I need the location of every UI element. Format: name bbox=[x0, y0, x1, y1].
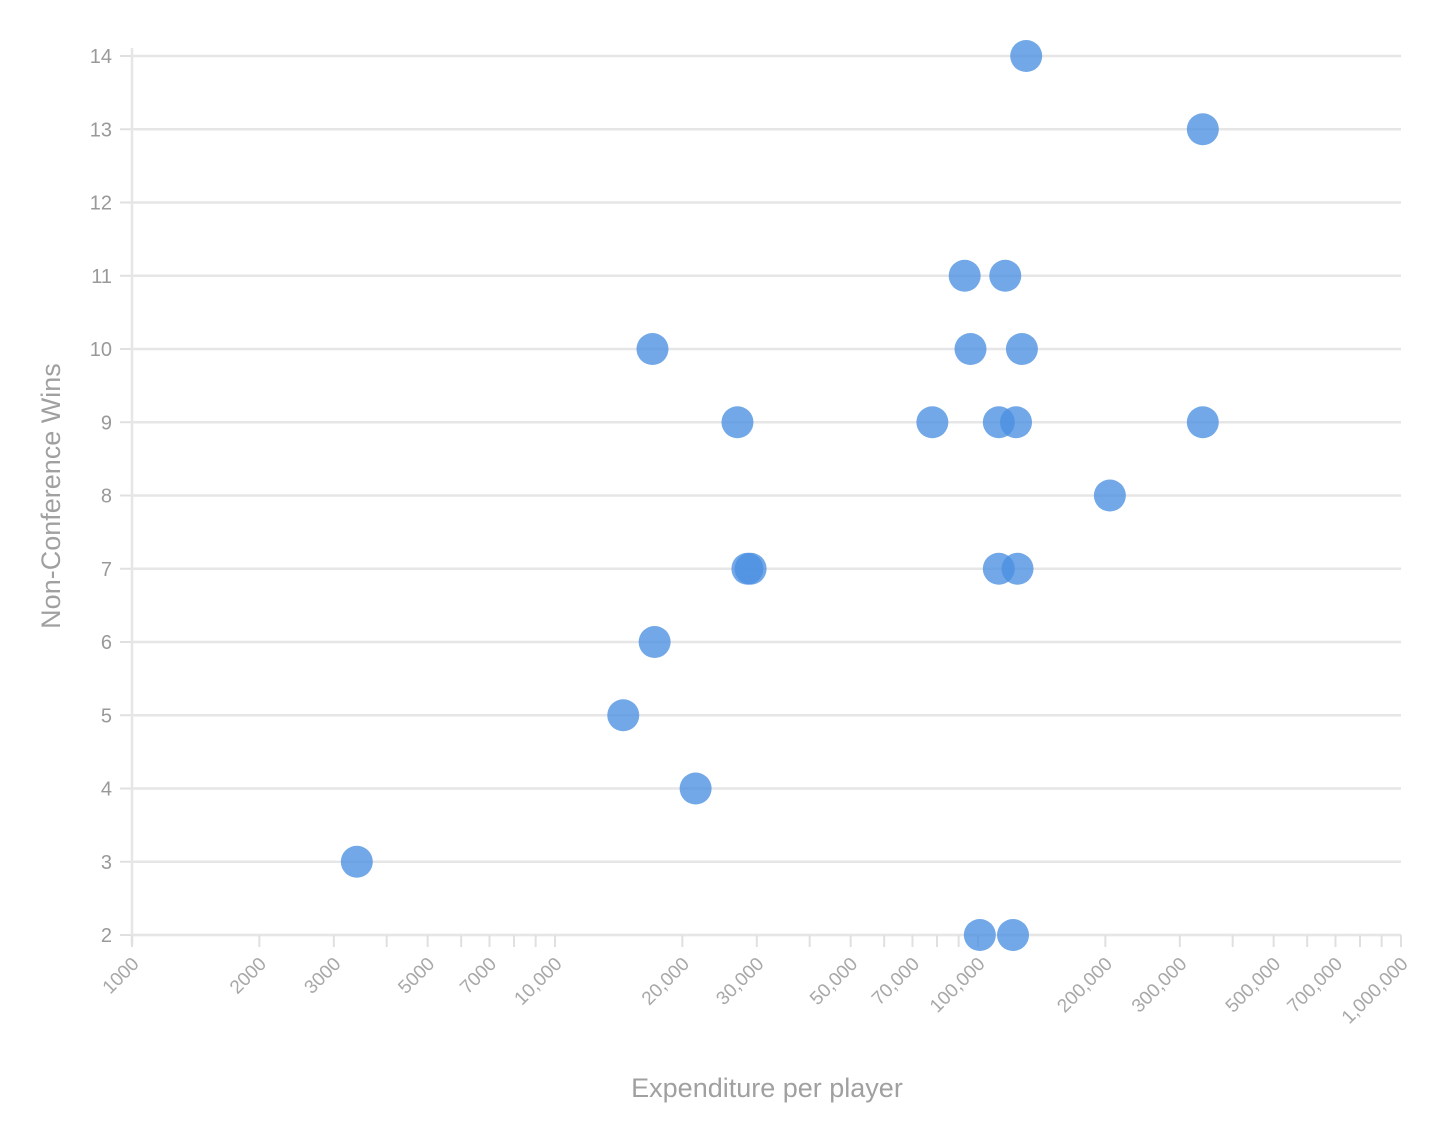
y-tick-label: 5 bbox=[101, 705, 112, 727]
scatter-point[interactable] bbox=[989, 259, 1022, 292]
x-tick-label: 3000 bbox=[301, 954, 346, 999]
scatter-point[interactable] bbox=[948, 259, 981, 292]
y-tick-label: 6 bbox=[101, 632, 112, 654]
y-tick-label: 13 bbox=[90, 119, 112, 141]
x-tick-label: 700,000 bbox=[1284, 954, 1347, 1017]
y-tick-label: 2 bbox=[101, 925, 112, 947]
y-tick-label: 11 bbox=[91, 266, 112, 288]
x-tick-label: 500,000 bbox=[1222, 954, 1285, 1017]
scatter-point[interactable] bbox=[1186, 406, 1219, 439]
scatter-point[interactable] bbox=[734, 552, 767, 585]
scatter-point[interactable] bbox=[1093, 479, 1126, 512]
scatter-point[interactable] bbox=[340, 845, 373, 878]
x-tick-label: 20,000 bbox=[638, 954, 694, 1010]
x-tick-label: 7000 bbox=[456, 954, 501, 999]
x-tick-label: 300,000 bbox=[1128, 954, 1191, 1017]
scatter-point[interactable] bbox=[1186, 113, 1219, 146]
x-tick-label: 10,000 bbox=[511, 954, 567, 1010]
x-tick-label: 100,000 bbox=[926, 954, 989, 1017]
scatter-point[interactable] bbox=[1005, 333, 1038, 365]
x-tick-label: 2000 bbox=[226, 954, 271, 999]
gridlines bbox=[132, 54, 1401, 937]
x-tick-label: 1,000,000 bbox=[1338, 954, 1413, 1029]
scatter-point[interactable] bbox=[1000, 406, 1033, 439]
scatter-point[interactable] bbox=[721, 406, 754, 439]
x-tick-label: 30,000 bbox=[712, 954, 768, 1010]
x-tick-label: 1000 bbox=[99, 954, 144, 999]
scatter-point[interactable] bbox=[1010, 40, 1043, 72]
y-tick-label: 12 bbox=[90, 193, 112, 215]
y-tick-label: 9 bbox=[101, 412, 112, 434]
x-axis-title: Expenditure per player bbox=[631, 1073, 903, 1103]
scatter-point[interactable] bbox=[963, 919, 996, 951]
scatter-point[interactable] bbox=[916, 406, 949, 439]
scatter-point[interactable] bbox=[1001, 552, 1034, 585]
x-tick-label: 70,000 bbox=[868, 954, 924, 1010]
y-tick-label: 4 bbox=[101, 779, 112, 801]
x-tick-label: 50,000 bbox=[806, 954, 862, 1010]
scatter-point[interactable] bbox=[607, 699, 640, 732]
scatter-point[interactable] bbox=[997, 919, 1030, 951]
y-tick-label: 8 bbox=[101, 486, 112, 508]
y-tick-label: 10 bbox=[90, 339, 112, 361]
y-axis-title: Non-Conference Wins bbox=[36, 363, 66, 629]
y-tick-label: 3 bbox=[101, 852, 112, 874]
scatter-point[interactable] bbox=[636, 333, 669, 365]
y-tick-label: 7 bbox=[101, 559, 112, 581]
scatter-point[interactable] bbox=[954, 333, 987, 365]
y-tick-label: 14 bbox=[90, 46, 112, 68]
x-tick-label: 5000 bbox=[394, 954, 439, 999]
data-points bbox=[340, 40, 1219, 951]
x-tick-label: 200,000 bbox=[1053, 954, 1116, 1017]
scatter-point[interactable] bbox=[638, 626, 671, 658]
scatter-point[interactable] bbox=[679, 772, 712, 805]
